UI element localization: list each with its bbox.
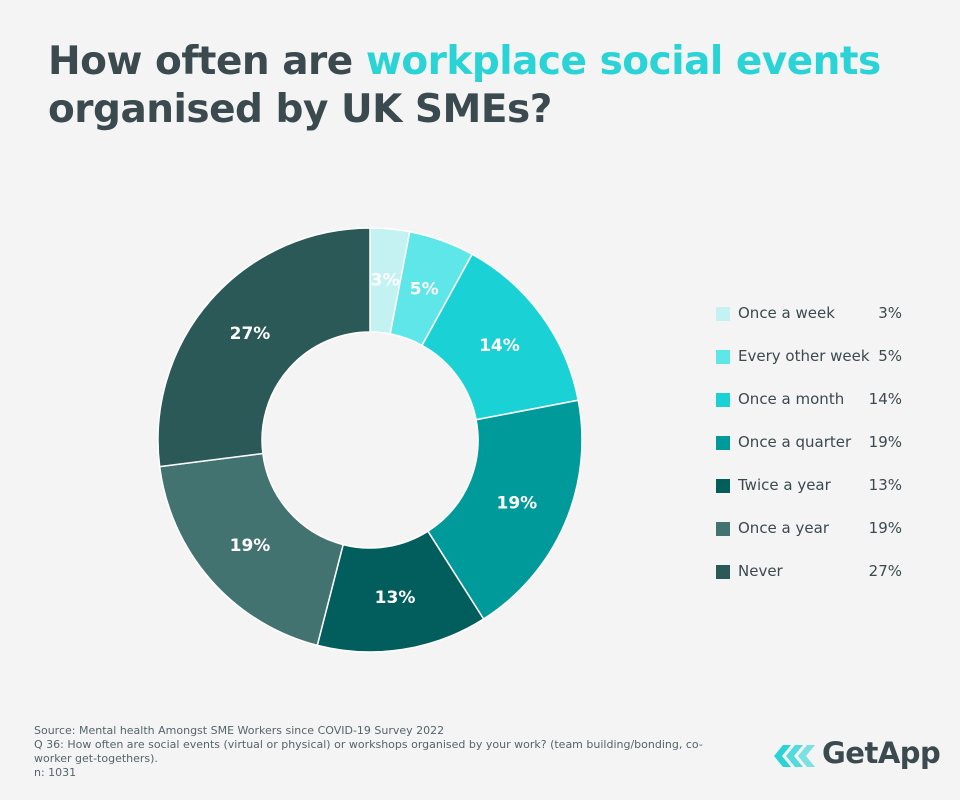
legend-value: 27% bbox=[868, 562, 902, 580]
legend-label: Never bbox=[738, 562, 783, 580]
donut-slice-label: 27% bbox=[230, 324, 271, 344]
donut-slice-once-a-year bbox=[158, 452, 345, 647]
legend-value: 3% bbox=[878, 304, 902, 322]
legend-swatch bbox=[716, 393, 730, 407]
legend-item: Once a month 14% bbox=[716, 386, 906, 429]
donut-slice-label: 19% bbox=[496, 494, 537, 514]
getapp-logo-text: GetApp bbox=[822, 736, 941, 770]
legend-value: 14% bbox=[868, 390, 902, 408]
legend-label: Twice a year bbox=[738, 476, 831, 494]
donut-slice-label: 5% bbox=[410, 279, 439, 299]
legend-label: Every other week bbox=[738, 347, 870, 365]
legend-item: Once a week 3% bbox=[716, 300, 906, 343]
legend-value: 19% bbox=[868, 519, 902, 537]
donut-slice-label: 13% bbox=[375, 588, 416, 608]
legend-value: 13% bbox=[868, 476, 902, 494]
legend-swatch bbox=[716, 522, 730, 536]
legend-swatch bbox=[716, 479, 730, 493]
title-highlight: workplace social events bbox=[365, 39, 881, 84]
footnote-source: Source: Mental health Amongst SME Worker… bbox=[34, 724, 445, 737]
title-part2: organised by UK SMEs? bbox=[48, 87, 552, 132]
donut-slice-label: 14% bbox=[479, 336, 520, 356]
donut-slice-label: 3% bbox=[371, 271, 400, 291]
donut-chart: 3% 5% 14% 19% 13% 19% 27% bbox=[157, 227, 583, 653]
legend-value: 5% bbox=[878, 347, 902, 365]
legend-value: 19% bbox=[868, 433, 902, 451]
donut-slice-once-a-month bbox=[421, 253, 580, 421]
getapp-logo: GetApp bbox=[772, 736, 942, 772]
legend-item: Every other week 5% bbox=[716, 343, 906, 386]
legend-swatch bbox=[716, 307, 730, 321]
donut-slice-labels: 3% 5% 14% 19% 13% 19% 27% bbox=[230, 271, 538, 608]
legend-swatch bbox=[716, 350, 730, 364]
getapp-chevrons-icon bbox=[774, 745, 815, 767]
title-part1: How often are bbox=[48, 39, 366, 84]
donut-slices bbox=[157, 227, 583, 653]
legend-item: Once a year 19% bbox=[716, 515, 906, 558]
legend-item: Twice a year 13% bbox=[716, 472, 906, 515]
chart-title: How often are workplace social events or… bbox=[48, 38, 928, 134]
legend-item: Never 27% bbox=[716, 558, 906, 601]
chart-legend: Once a week 3% Every other week 5% Once a mo… bbox=[716, 300, 906, 601]
legend-item: Once a quarter 19% bbox=[716, 429, 906, 472]
donut-slice-once-a-quarter bbox=[426, 399, 583, 621]
legend-label: Once a week bbox=[738, 304, 835, 322]
footnote-question: Q 36: How often are social events (virtu… bbox=[34, 738, 703, 765]
legend-swatch bbox=[716, 565, 730, 579]
donut-slice-label: 19% bbox=[230, 536, 271, 556]
legend-swatch bbox=[716, 436, 730, 450]
legend-label: Once a quarter bbox=[738, 433, 852, 451]
footnote-n: n: 1031 bbox=[34, 766, 77, 779]
legend-label: Once a year bbox=[738, 519, 829, 537]
footnote: Source: Mental health Amongst SME Worker… bbox=[34, 724, 724, 780]
legend-label: Once a month bbox=[738, 390, 845, 408]
donut-slice-never bbox=[157, 227, 371, 468]
